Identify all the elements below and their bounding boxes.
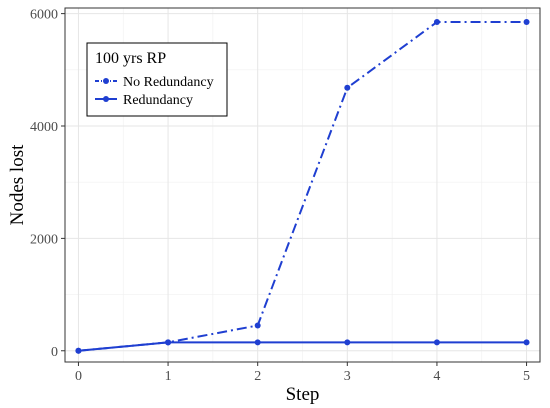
- y-tick-label: 6000: [30, 8, 58, 23]
- x-tick-label: 3: [344, 369, 351, 384]
- data-point: [344, 84, 351, 91]
- data-point: [254, 322, 261, 329]
- legend-label: Redundancy: [123, 93, 193, 108]
- legend-items: No Redundancy Redundancy: [95, 75, 214, 108]
- y-axis-title: Nodes lost: [7, 144, 28, 225]
- data-point: [75, 347, 82, 354]
- legend-item: No Redundancy: [95, 75, 214, 90]
- data-point: [433, 339, 440, 346]
- y-tick-label: 4000: [30, 120, 58, 135]
- legend-key-point: [103, 78, 109, 84]
- data-point: [165, 339, 172, 346]
- plot-panel-border: [64, 7, 541, 363]
- data-point: [523, 339, 530, 346]
- y-tick-label: 0: [51, 345, 58, 360]
- series-line: [78, 341, 527, 352]
- legend-box: [86, 42, 228, 117]
- y-tick-label: 2000: [30, 232, 58, 247]
- x-tick-label: 2: [254, 369, 261, 384]
- x-tick-label: 4: [433, 369, 440, 384]
- data-point: [344, 339, 351, 346]
- x-tick-label: 0: [75, 369, 82, 384]
- data-point: [523, 19, 530, 26]
- data-point: [433, 19, 440, 26]
- x-tick-label: 1: [165, 369, 172, 384]
- data-point: [254, 339, 261, 346]
- x-axis-title: Step: [286, 384, 320, 405]
- series-redundancy: [75, 339, 530, 354]
- x-tick-label: 5: [523, 369, 530, 384]
- series-layer: [75, 19, 530, 354]
- legend-title: 100 yrs RP: [95, 50, 166, 67]
- legend: 100 yrs RP No Redundancy Redundancy: [86, 42, 228, 117]
- legend-label: No Redundancy: [123, 75, 214, 90]
- axis-ticks: 0 1 2 3 4 5 0 2000 4000 6000: [30, 8, 530, 384]
- grid: [65, 8, 540, 362]
- legend-item: Redundancy: [95, 93, 193, 108]
- legend-key-point: [103, 96, 109, 102]
